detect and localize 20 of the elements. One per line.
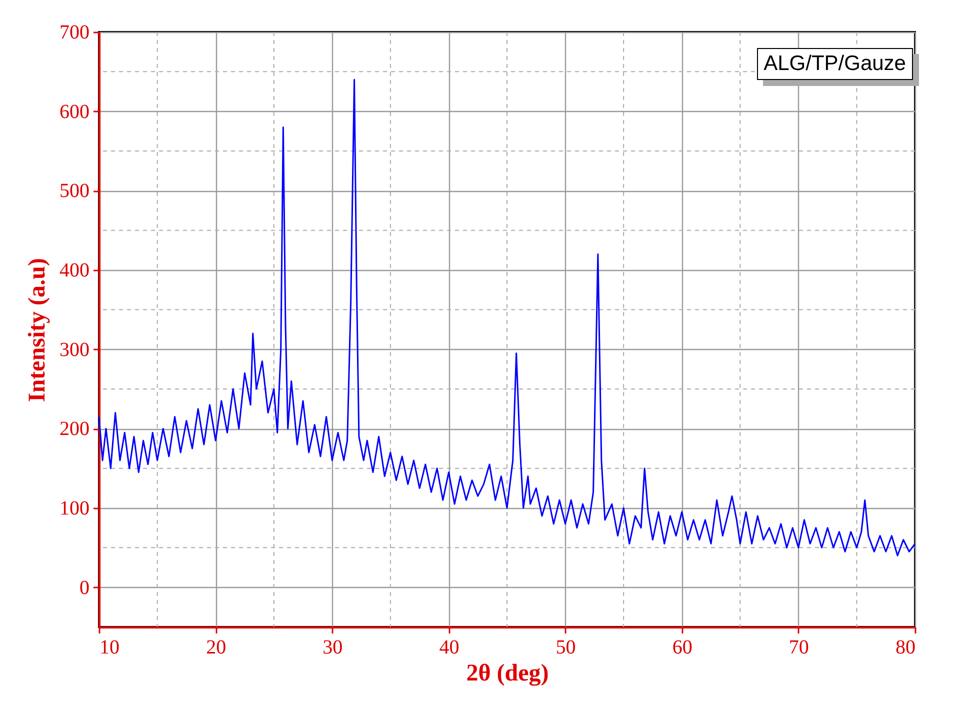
x-tick-label: 50 bbox=[556, 636, 576, 658]
x-tick-label: 20 bbox=[206, 636, 226, 658]
x-tick-label: 70 bbox=[788, 636, 809, 658]
y-tick-label: 700 bbox=[60, 22, 90, 44]
y-tick-label: 100 bbox=[60, 498, 90, 520]
y-axis-title: Intensity (a.u) bbox=[24, 258, 50, 402]
y-tick-label: 600 bbox=[60, 100, 90, 123]
x-tick-label: 40 bbox=[439, 636, 460, 658]
y-tick-label: 300 bbox=[60, 338, 90, 361]
y-tick-label: 0 bbox=[80, 576, 90, 599]
annotation: ALG/TP/Gauze bbox=[756, 48, 913, 80]
x-tick-label: 10 bbox=[100, 636, 120, 658]
x-tick-label: 80 bbox=[896, 636, 916, 658]
x-tick-label: 60 bbox=[672, 636, 692, 658]
y-tick-label: 200 bbox=[60, 418, 90, 440]
x-axis-title: 2θ (deg) bbox=[466, 660, 549, 686]
x-tick-label: 30 bbox=[322, 636, 343, 658]
y-tick-label: 400 bbox=[60, 260, 90, 282]
y-tick-label: 500 bbox=[60, 180, 90, 202]
line-series bbox=[98, 78, 916, 556]
